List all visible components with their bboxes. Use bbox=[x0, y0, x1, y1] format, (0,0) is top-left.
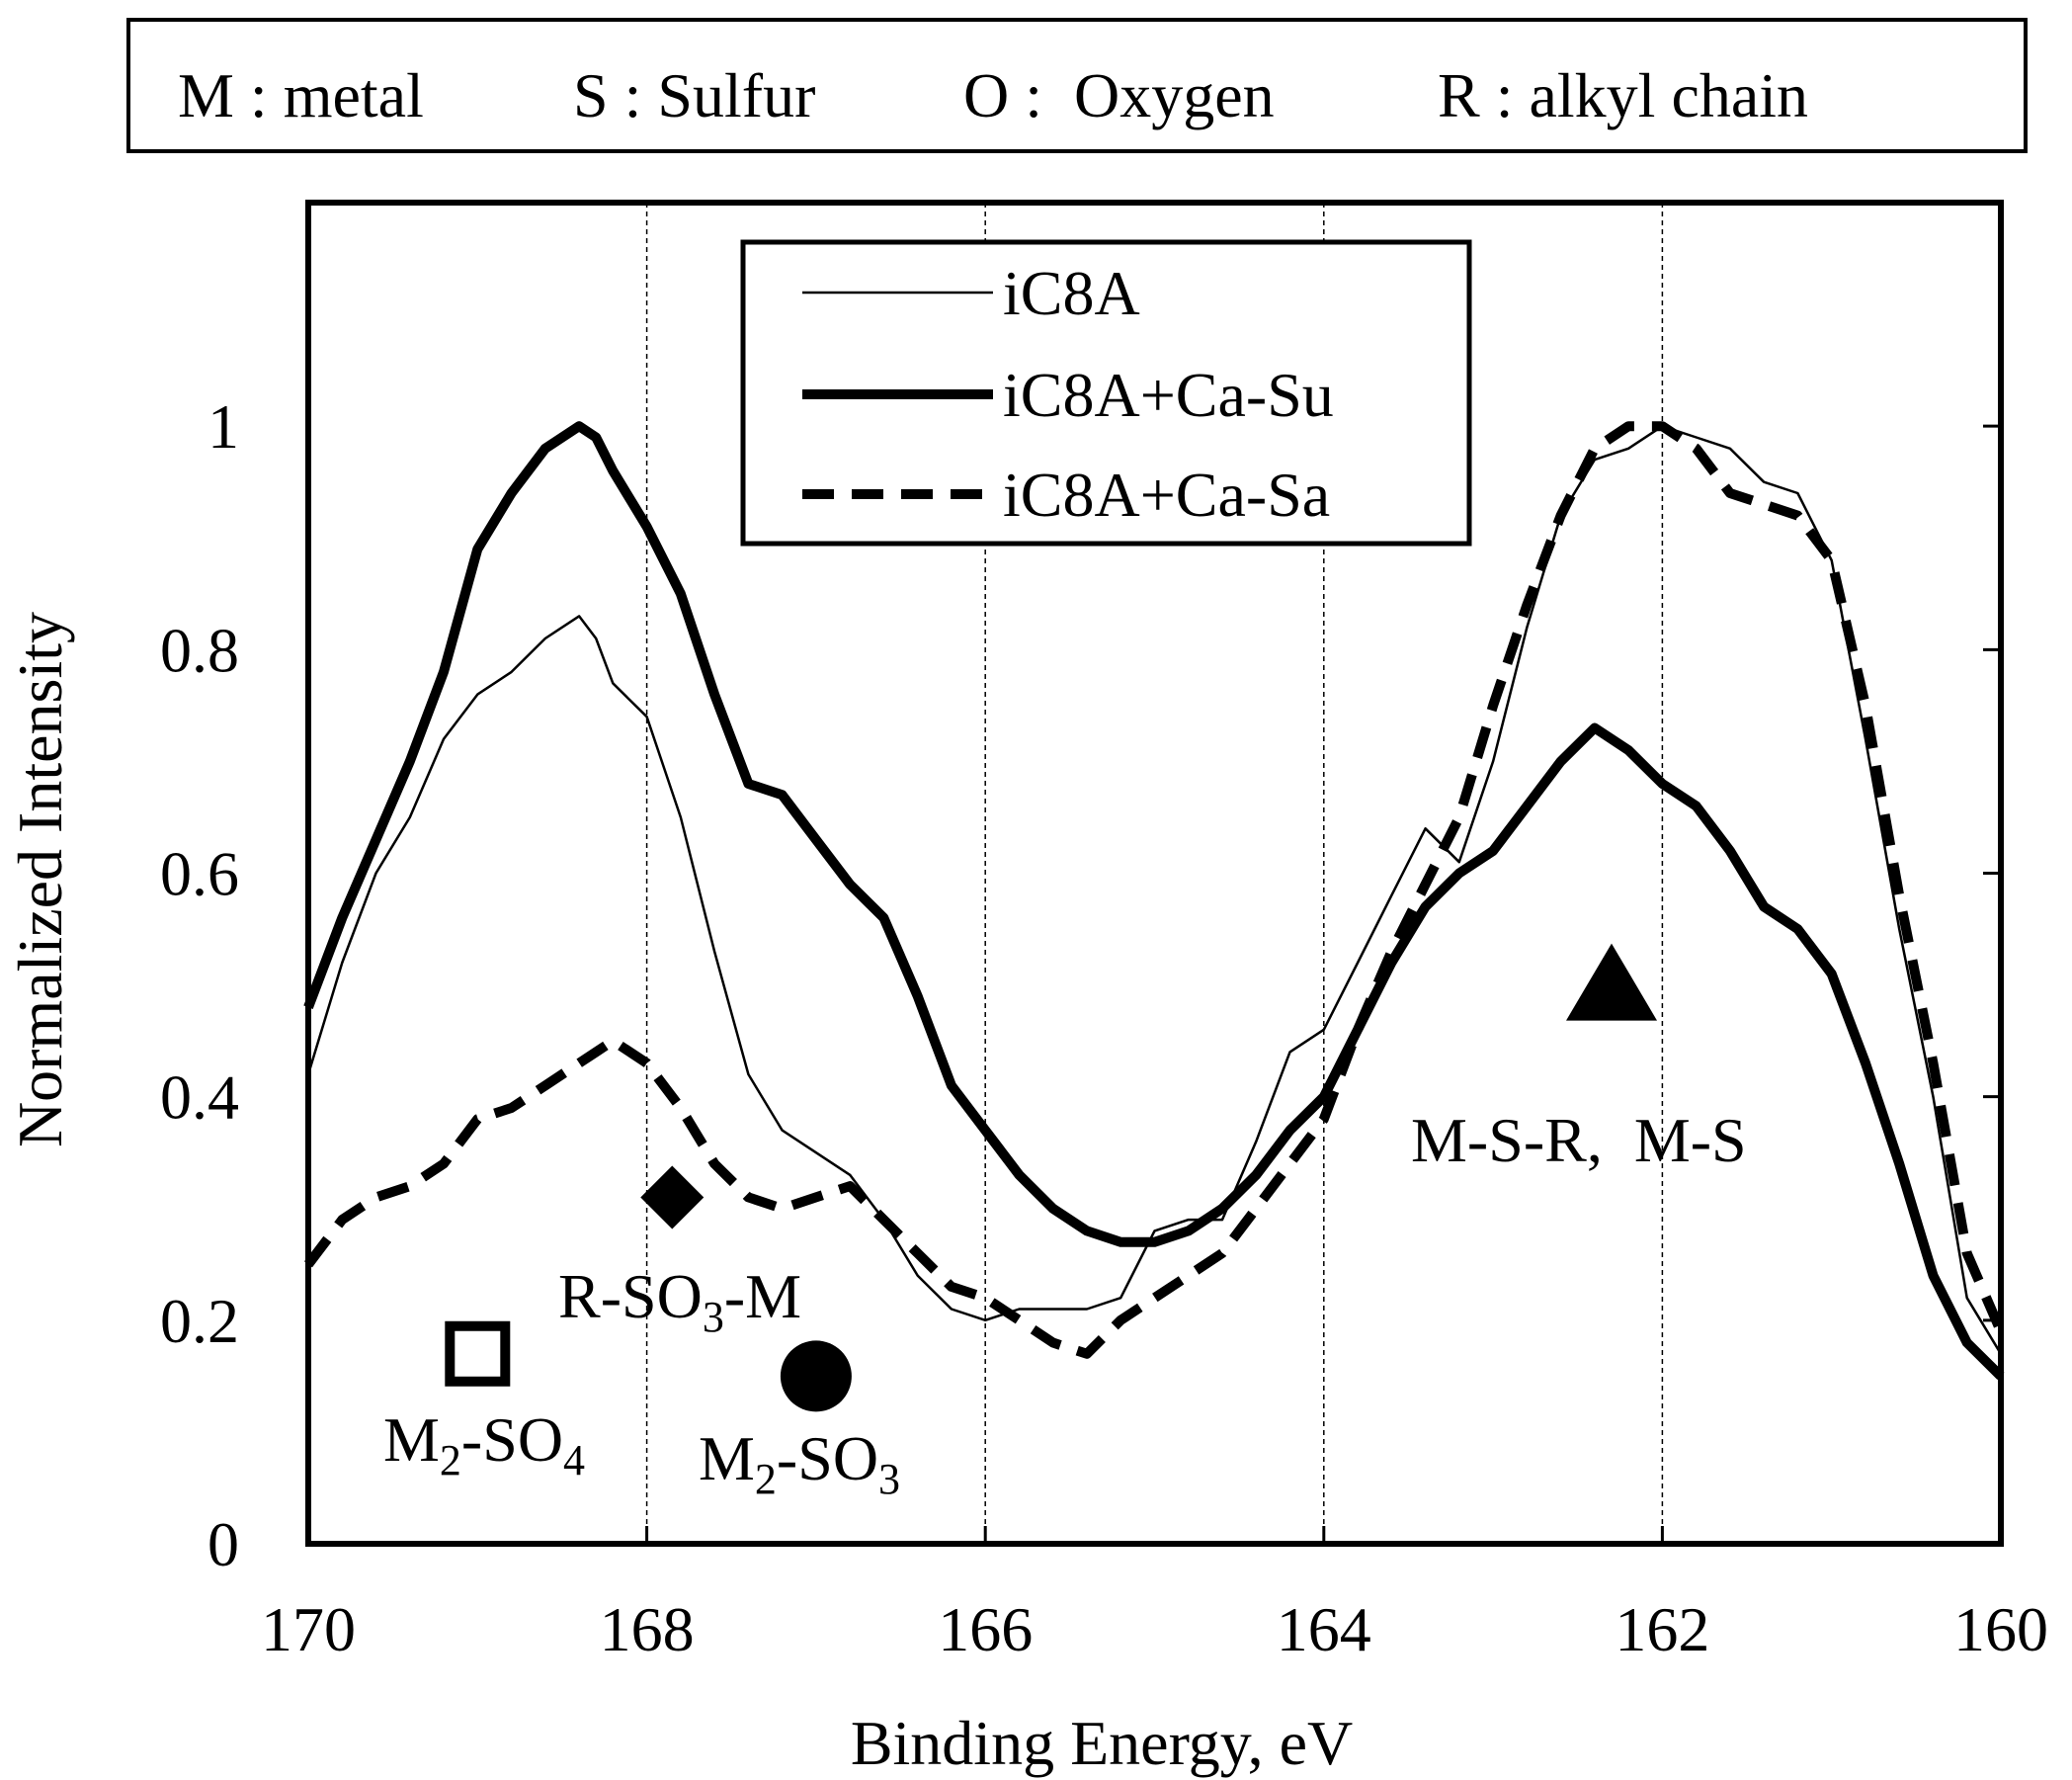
y-tick-label-0.6: 0.6 bbox=[160, 839, 239, 909]
legend-label-ic8a: iC8A bbox=[1003, 258, 1140, 328]
key-item-sulfur: S : Sulfur bbox=[573, 60, 815, 130]
key-item-oxygen: O : Oxygen bbox=[963, 60, 1275, 130]
annotation-m-s-r: M-S-R, M-S bbox=[1411, 1105, 1747, 1175]
annotation-m2-so3: M2-SO3 bbox=[699, 1423, 900, 1503]
x-tick-label-170: 170 bbox=[261, 1594, 356, 1664]
y-axis-title: Normalized Intensity bbox=[5, 612, 75, 1147]
x-tick-label-160: 160 bbox=[1953, 1594, 2048, 1664]
y-tick-label-0.4: 0.4 bbox=[160, 1062, 239, 1133]
key-item-metal: M : metal bbox=[178, 60, 424, 130]
y-tick-label-0.2: 0.2 bbox=[160, 1286, 239, 1356]
key-item-alkyl: R : alkyl chain bbox=[1438, 60, 1808, 130]
y-tick-label-0.8: 0.8 bbox=[160, 615, 239, 685]
key-box bbox=[126, 18, 2028, 153]
x-tick-label-162: 162 bbox=[1615, 1594, 1709, 1664]
y-tick-label-1: 1 bbox=[207, 391, 239, 462]
legend-label-su: iC8A+Ca-Su bbox=[1003, 360, 1334, 430]
y-tick-label-0: 0 bbox=[207, 1509, 239, 1579]
series-line-ic8a-ca-su bbox=[303, 421, 2005, 1380]
x-axis-title: Binding Energy, eV bbox=[851, 1708, 1353, 1778]
marker-diamond-r-so3-m bbox=[640, 1165, 704, 1229]
x-tick-label-168: 168 bbox=[600, 1594, 695, 1664]
x-tick-label-164: 164 bbox=[1277, 1594, 1371, 1664]
legend-label-sa: iC8A+Ca-Sa bbox=[1003, 460, 1330, 530]
marker-square-m2-so4 bbox=[445, 1320, 511, 1387]
marker-circle-m2-so3 bbox=[780, 1340, 852, 1412]
annotation-m2-so4: M2-SO4 bbox=[383, 1404, 585, 1484]
series-line-ic8a bbox=[306, 424, 2003, 1355]
annotation-r-so3-m: R-SO3-M bbox=[558, 1261, 801, 1341]
marker-triangle-m-s bbox=[1566, 943, 1658, 1021]
x-tick-label-166: 166 bbox=[938, 1594, 1033, 1664]
series-line-ic8a-ca-sa bbox=[304, 421, 2006, 1359]
